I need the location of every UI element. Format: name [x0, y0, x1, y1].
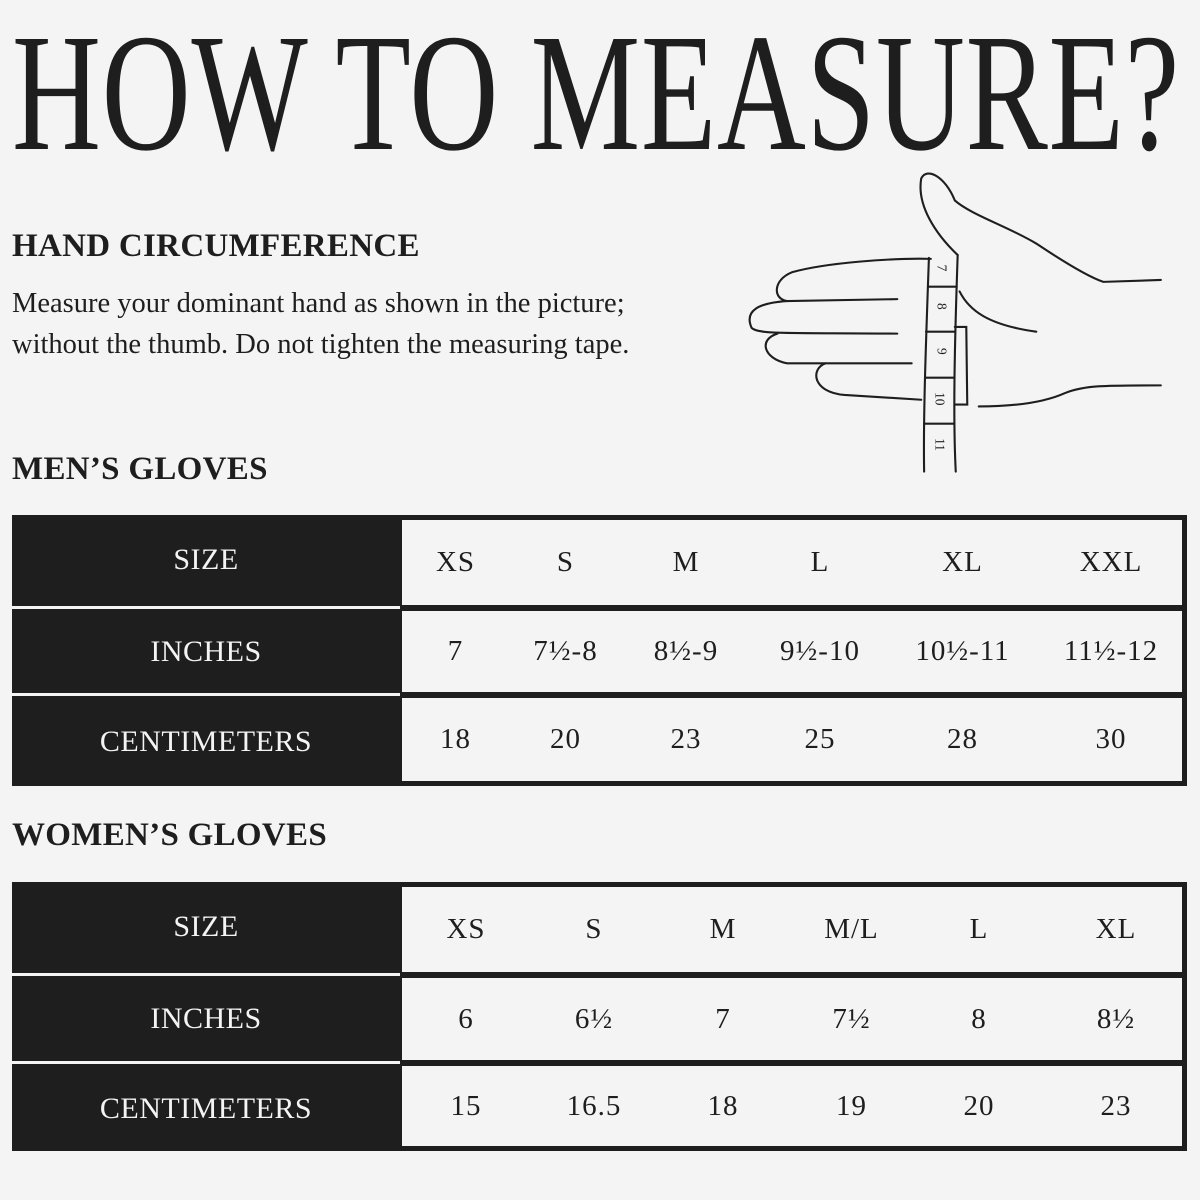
cell: 6½	[574, 1002, 614, 1035]
mens-gloves-heading: MEN’S GLOVES	[12, 451, 268, 487]
tape-mark: 9	[935, 348, 950, 355]
cell: 16.5	[566, 1089, 622, 1122]
cell: XL	[1095, 913, 1137, 945]
hand-measuring-illustration: 7 8 9 10 11	[748, 172, 1162, 473]
tape-mark: 11	[933, 438, 948, 451]
womens-size-table: SIZE XS S M M/L L XL INCHES 6 6½ 7 7½ 8 …	[12, 882, 1187, 1151]
mens-size-table: SIZE XS S M L XL XXL INCHES 7 7½-8 8½-9 …	[12, 515, 1187, 786]
table-row: INCHES 6 6½ 7 7½ 8 8½	[12, 978, 1187, 1060]
cell: XXL	[1079, 546, 1143, 578]
cell: 19	[836, 1089, 867, 1122]
cell: 20	[963, 1089, 995, 1122]
cell: 9½-10	[780, 635, 860, 667]
cell: 7	[447, 635, 464, 667]
cell: 30	[1095, 723, 1127, 755]
cell: M	[672, 546, 700, 578]
row-label: CENTIMETERS	[99, 1091, 313, 1125]
cell: 7	[715, 1002, 731, 1035]
row-label: INCHES	[150, 1002, 262, 1035]
cell: L	[969, 913, 989, 945]
tape-mark: 8	[935, 303, 950, 310]
cell: 7½	[832, 1002, 871, 1035]
cell: 20	[550, 723, 581, 755]
cell: 10½-11	[915, 635, 1010, 667]
cell: L	[810, 546, 830, 578]
cell: 8	[971, 1002, 987, 1035]
tape-mark: 10	[933, 392, 948, 406]
table-row: SIZE XS S M M/L L XL	[12, 882, 1187, 972]
row-label: INCHES	[150, 634, 262, 668]
cell: S	[556, 546, 575, 578]
cell: 7½-8	[533, 635, 598, 667]
page-title: HOW TO MEASURE?	[12, 0, 1180, 186]
cell: M/L	[824, 913, 879, 945]
cell: XL	[942, 546, 983, 578]
tape-mark: 7	[935, 265, 950, 272]
row-label: SIZE	[173, 910, 239, 943]
hand-circumference-heading: HAND CIRCUMFERENCE	[12, 228, 420, 264]
table-row: CENTIMETERS 15 16.5 18 19 20 23	[12, 1066, 1187, 1151]
cell: 6	[458, 1002, 474, 1035]
table-row: CENTIMETERS 18 20 23 25 28 30	[12, 698, 1187, 786]
cell: 18	[707, 1089, 739, 1122]
cell: 11½-12	[1063, 635, 1159, 667]
row-label: CENTIMETERS	[99, 725, 313, 758]
cell: 18	[440, 723, 471, 755]
womens-gloves-heading: WOMEN’S GLOVES	[12, 817, 327, 853]
cell: XS	[446, 913, 486, 945]
cell: 28	[947, 723, 978, 755]
cell: 23	[1100, 1089, 1132, 1122]
row-label: SIZE	[173, 543, 239, 576]
measuring-instructions: Measure your dominant hand as shown in t…	[12, 288, 630, 360]
cell: 23	[670, 723, 702, 755]
cell: 25	[804, 723, 836, 755]
cell: M	[709, 913, 737, 945]
cell: 8½	[1096, 1002, 1136, 1035]
table-row: SIZE XS S M L XL XXL	[12, 515, 1187, 605]
cell: S	[585, 913, 603, 945]
cell: 15	[450, 1089, 482, 1122]
cell: XS	[435, 546, 476, 578]
table-row: INCHES 7 7½-8 8½-9 9½-10 10½-11 11½-12	[12, 611, 1187, 692]
cell: 8½-9	[653, 635, 719, 667]
